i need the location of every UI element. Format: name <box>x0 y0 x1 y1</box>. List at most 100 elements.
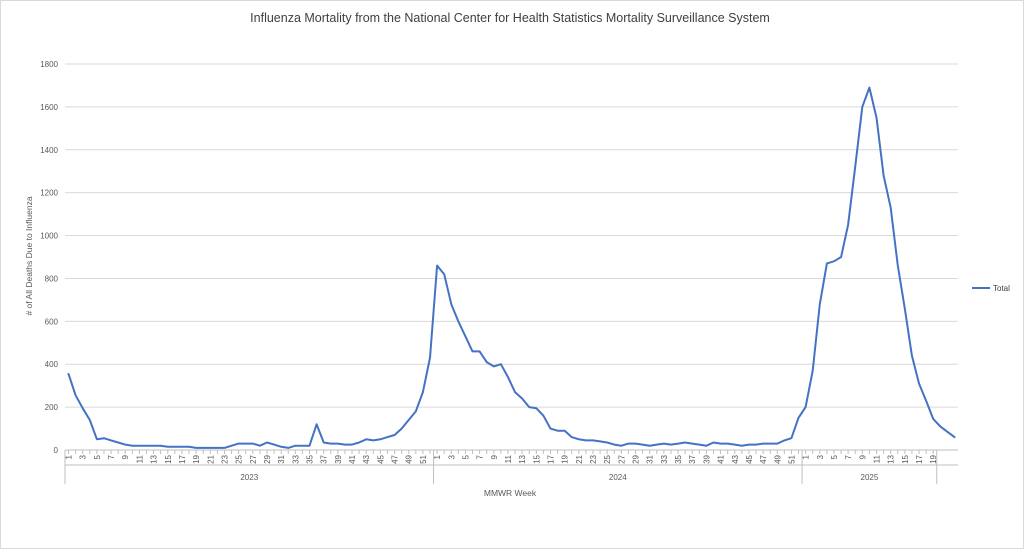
data-point <box>287 447 289 449</box>
data-point <box>408 419 410 421</box>
y-tick-label: 600 <box>45 317 59 326</box>
x-tick-label: 21 <box>575 454 584 463</box>
x-tick-label: 47 <box>759 454 768 463</box>
x-tick-label: 25 <box>235 454 244 463</box>
year-label-2025: 2025 <box>861 473 879 482</box>
data-point <box>578 438 580 440</box>
y-tick-label: 200 <box>45 403 59 412</box>
data-point <box>486 361 488 363</box>
data-point <box>68 373 70 375</box>
data-point <box>117 441 119 443</box>
x-axis-title: MMWR Week <box>484 488 537 498</box>
data-point <box>663 443 665 445</box>
data-point <box>762 443 764 445</box>
x-tick-label: 33 <box>291 454 300 463</box>
data-point <box>394 434 396 436</box>
x-tick-label: 41 <box>348 454 357 463</box>
data-point <box>216 447 218 449</box>
x-axis: 1 3 5 7 9 11 13 15 17 19 21 23 25 27 29 31 33 35 37 39 41 43 4… <box>64 449 958 484</box>
data-point <box>507 376 509 378</box>
x-tick-label: 35 <box>674 454 683 463</box>
legend: Total <box>972 284 1010 293</box>
x-tick-label: 17 <box>915 454 924 463</box>
x-tick-label: 49 <box>773 454 782 463</box>
data-point <box>96 438 98 440</box>
data-point <box>330 443 332 445</box>
data-point <box>514 391 516 393</box>
data-point <box>748 444 750 446</box>
x-tick-label: 7 <box>476 454 485 459</box>
data-point <box>457 320 459 322</box>
data-point <box>953 436 955 438</box>
data-point <box>557 430 559 432</box>
data-point <box>195 447 197 449</box>
x-tick-label: 29 <box>263 454 272 463</box>
x-tick-label: 23 <box>589 454 598 463</box>
data-point <box>656 444 658 446</box>
x-tick-label: 15 <box>532 454 541 463</box>
data-point <box>854 166 856 168</box>
data-point <box>153 445 155 447</box>
data-point <box>918 383 920 385</box>
legend-label-total: Total <box>993 284 1010 293</box>
y-tick-label: 1800 <box>40 60 58 69</box>
data-point <box>89 419 91 421</box>
data-point <box>351 444 353 446</box>
data-point <box>635 443 637 445</box>
data-point <box>301 445 303 447</box>
data-point <box>727 443 729 445</box>
y-tick-label: 400 <box>45 360 59 369</box>
data-point <box>344 444 346 446</box>
x-tick-label: 19 <box>929 454 938 463</box>
data-point <box>500 363 502 365</box>
data-point <box>521 398 523 400</box>
series-line-total <box>67 86 956 449</box>
x-tick-label: 11 <box>135 454 144 463</box>
x-tick-label: 1 <box>802 454 811 459</box>
x-tick-label: 47 <box>391 454 400 463</box>
data-point <box>585 439 587 441</box>
data-point <box>280 446 282 448</box>
x-tick-label: 5 <box>93 454 102 459</box>
data-point <box>720 443 722 445</box>
data-point <box>365 438 367 440</box>
data-point <box>535 407 537 409</box>
data-point <box>741 445 743 447</box>
data-point <box>932 418 934 420</box>
data-point <box>103 437 105 439</box>
data-point <box>606 441 608 443</box>
year-label-2024: 2024 <box>609 473 627 482</box>
data-point <box>309 445 311 447</box>
x-tick-label: 11 <box>504 454 513 463</box>
data-point <box>436 265 438 267</box>
data-point <box>734 444 736 446</box>
x-tick-label: 9 <box>858 454 867 459</box>
data-point <box>372 439 374 441</box>
data-point <box>798 417 800 419</box>
data-point <box>627 443 629 445</box>
x-tick-label: 43 <box>731 454 740 463</box>
data-point <box>861 106 863 108</box>
data-point <box>939 425 941 427</box>
data-point <box>401 428 403 430</box>
data-point <box>564 430 566 432</box>
data-point <box>146 445 148 447</box>
x-tick-label: 1 <box>433 454 442 459</box>
data-point <box>805 406 807 408</box>
chart-title: Influenza Mortality from the National Ce… <box>250 11 770 25</box>
data-point <box>202 447 204 449</box>
x-tick-label: 19 <box>561 454 570 463</box>
data-point <box>131 445 133 447</box>
gridlines <box>65 63 958 408</box>
y-tick-label: 1600 <box>40 103 58 112</box>
x-tick-label: 13 <box>887 454 896 463</box>
x-tick-label: 21 <box>206 454 215 463</box>
x-tick-label: 7 <box>844 454 853 459</box>
x-tick-label: 43 <box>362 454 371 463</box>
data-point <box>323 441 325 443</box>
data-point <box>599 440 601 442</box>
x-tick-label: 15 <box>164 454 173 463</box>
data-point <box>875 117 877 119</box>
data-point <box>259 445 261 447</box>
